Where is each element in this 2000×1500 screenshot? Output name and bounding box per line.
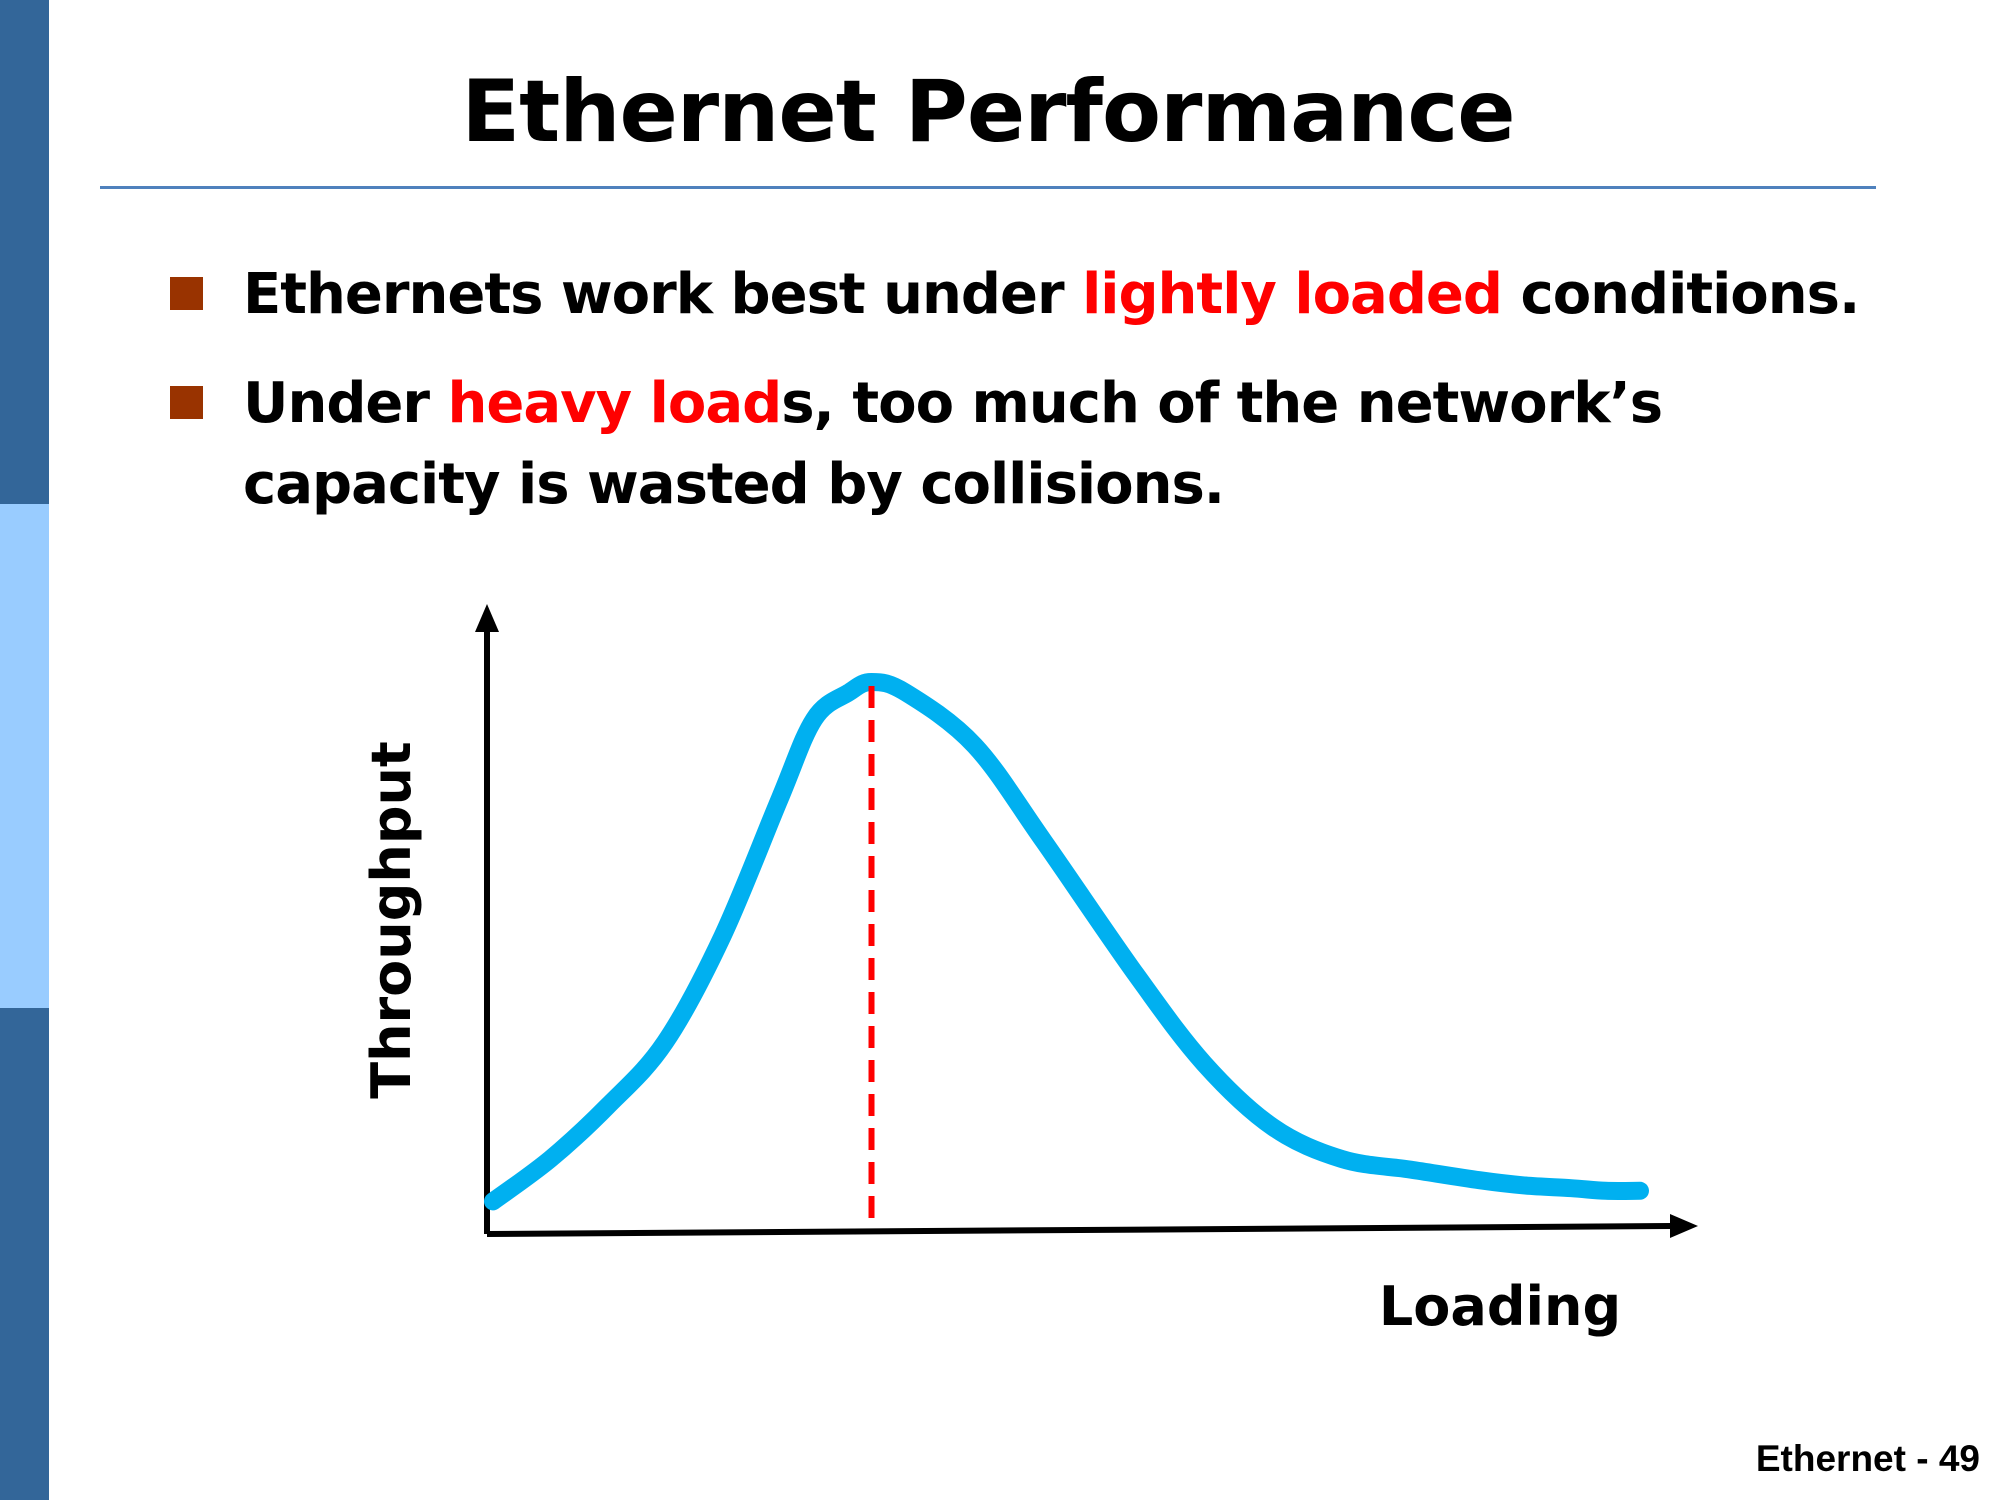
y-axis-arrow-icon [475,604,499,632]
bullet-text: Ethernets work best under [243,262,1083,327]
bullet-highlight: lightly loaded [1082,262,1503,327]
sidebar-block-top [0,0,49,504]
bullet-list: Ethernets work best under lightly loaded… [170,254,1890,525]
bullet-text: conditions. [1502,262,1860,327]
bullet-text: s, too much of the network’s capacity is… [243,371,1663,517]
slide-footer: Ethernet - 49 [1755,1438,1980,1479]
sidebar-block-middle [0,504,49,1008]
y-axis-title: Throughput [360,741,423,1098]
square-bullet-icon [170,277,203,310]
square-bullet-icon [170,386,203,419]
bullet-highlight: heavy load [447,371,783,436]
x-axis [486,1223,1673,1237]
title-divider [100,186,1876,189]
bullet-item-light-load: Ethernets work best under lightly loaded… [170,254,1890,335]
throughput-curve [484,673,1649,1211]
x-axis-title: Loading [1379,1275,1621,1338]
sidebar-block-bottom [0,1008,49,1500]
sidebar-stripe [0,0,49,1500]
slide-title: Ethernet Performance [461,62,1515,162]
bullet-item-heavy-load: Under heavy loads, too much of the netwo… [170,363,1890,525]
x-axis-arrow-icon [1670,1214,1698,1238]
bullet-text: Under [243,371,448,436]
